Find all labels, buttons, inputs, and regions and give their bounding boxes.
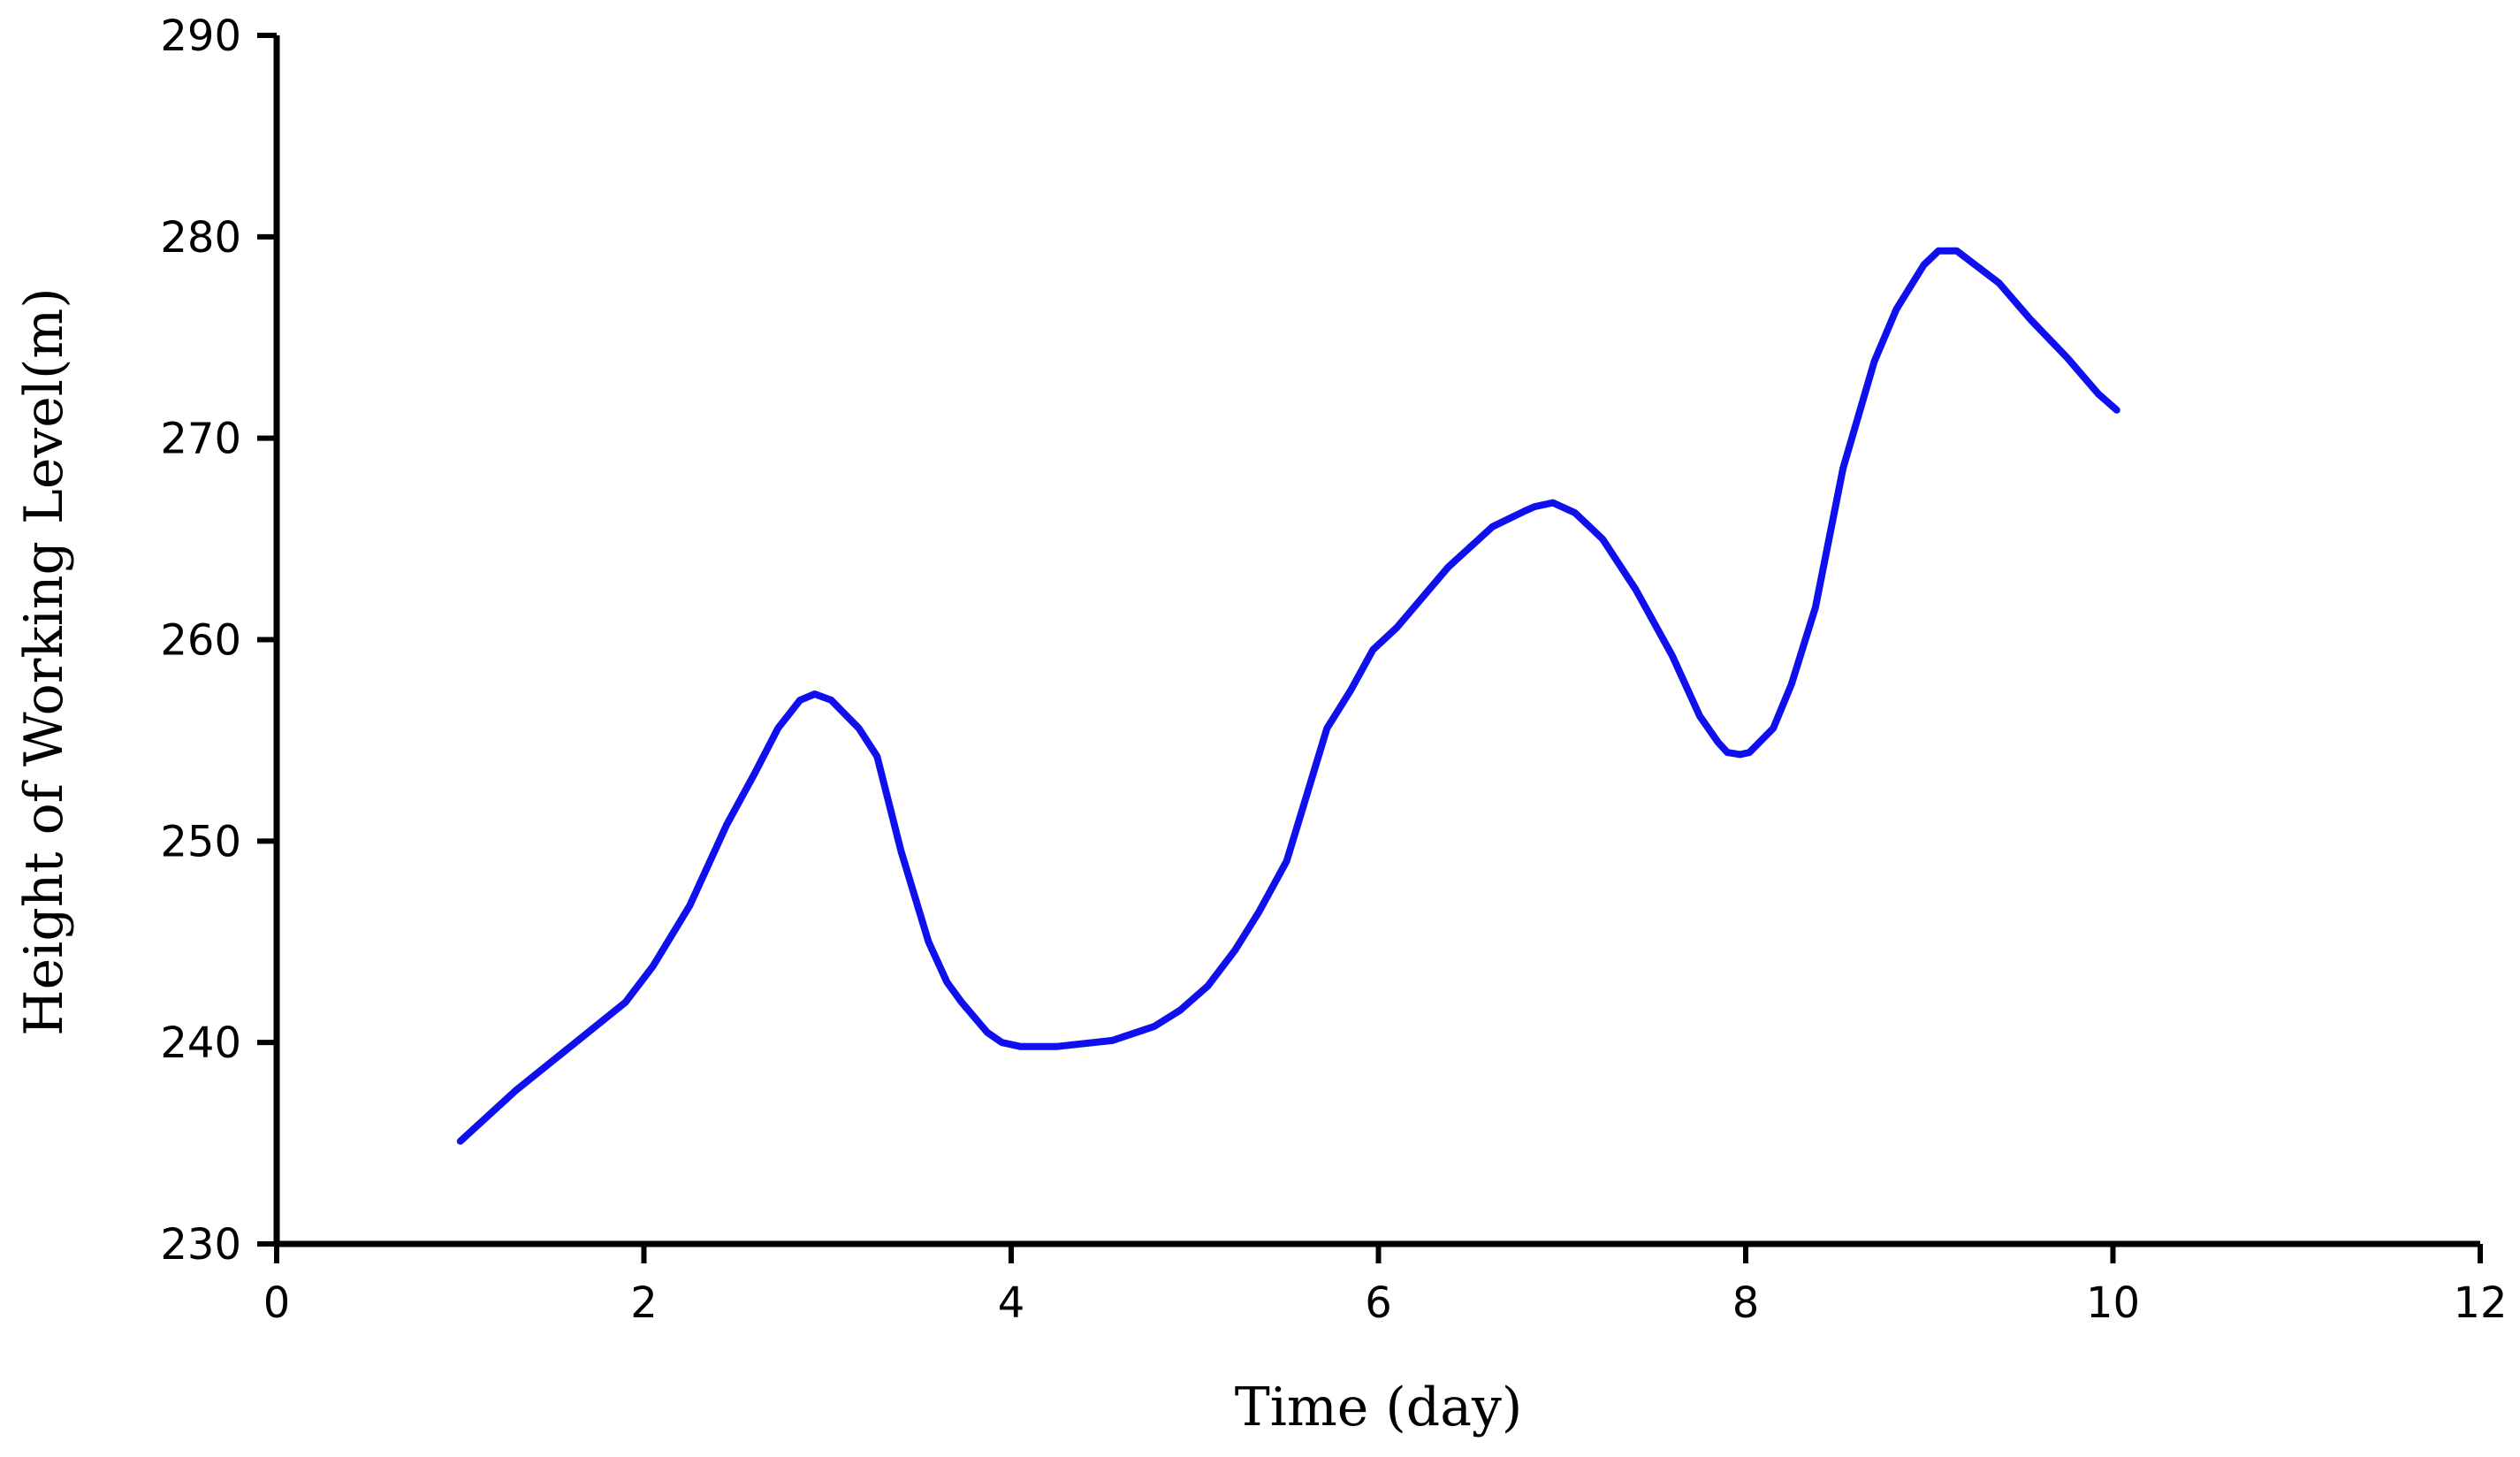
x-axis-ticks: 0 2 4 6 8 10 12 bbox=[263, 1244, 2508, 1328]
y-tick-label: 250 bbox=[160, 817, 241, 866]
x-tick-label: 6 bbox=[1365, 1278, 1392, 1328]
series-line bbox=[456, 247, 2120, 1145]
x-tick-label: 2 bbox=[630, 1278, 658, 1328]
x-tick-label: 4 bbox=[998, 1278, 1025, 1328]
x-tick-label: 10 bbox=[2086, 1278, 2140, 1328]
y-tick-label: 280 bbox=[160, 213, 241, 263]
y-tick-label: 240 bbox=[160, 1018, 241, 1068]
y-axis-title: Height of Working Level(m) bbox=[13, 287, 75, 1035]
x-tick-label: 8 bbox=[1732, 1278, 1760, 1328]
y-axis-ticks: 230 240 250 260 270 280 290 bbox=[160, 11, 277, 1270]
x-axis-title: Time (day) bbox=[1235, 1377, 1523, 1438]
y-tick-label: 260 bbox=[160, 616, 241, 666]
series-layer bbox=[456, 247, 2120, 1145]
y-tick-label: 270 bbox=[160, 415, 241, 464]
y-tick-label: 290 bbox=[160, 11, 241, 61]
x-tick-label: 0 bbox=[263, 1278, 291, 1328]
x-tick-label: 12 bbox=[2453, 1278, 2507, 1328]
y-tick-label: 230 bbox=[160, 1220, 241, 1270]
axes-layer bbox=[273, 35, 2480, 1247]
